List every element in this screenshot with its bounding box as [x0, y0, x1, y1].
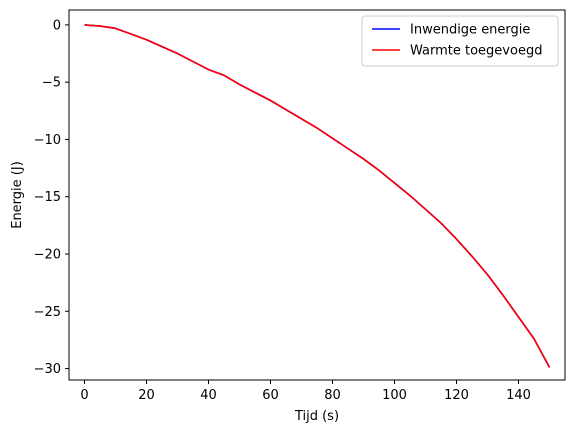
x-tick-label: 80 — [324, 388, 341, 403]
x-tick-label: 0 — [80, 388, 88, 403]
y-tick-label: −5 — [42, 76, 61, 91]
y-tick-label: 0 — [53, 18, 61, 33]
legend-box — [361, 15, 559, 67]
y-axis-label: Energie (J) — [10, 161, 25, 229]
legend: Inwendige energie Warmte toegevoegd — [361, 15, 559, 67]
series-layer — [84, 24, 551, 368]
x-tick-label: 40 — [200, 388, 217, 403]
x-tick-label: 20 — [138, 388, 155, 403]
series-line-inwendige-energie — [84, 24, 551, 368]
y-tick-label: −15 — [34, 190, 61, 205]
series-line-warmte-toegevoegd — [84, 24, 551, 368]
y-tick-label: −25 — [34, 305, 61, 320]
legend-label-inwendige-energie: Inwendige energie — [410, 23, 530, 38]
y-tick-label: −20 — [34, 247, 61, 262]
y-tick-label: −10 — [34, 133, 61, 148]
y-axis-ticks: 0 −5 −10 −15 −20 −25 −30 — [34, 18, 69, 377]
x-tick-label: 140 — [506, 388, 531, 403]
x-tick-label: 60 — [262, 388, 279, 403]
x-axis-label: Tijd (s) — [294, 409, 339, 424]
x-tick-label: 120 — [444, 388, 469, 403]
x-tick-label: 100 — [382, 388, 407, 403]
legend-label-warmte-toegevoegd: Warmte toegevoegd — [410, 44, 542, 59]
plot-area-frame — [68, 9, 566, 381]
y-tick-label: −30 — [34, 362, 61, 377]
x-axis-ticks: 0 20 40 60 80 100 120 140 — [80, 380, 531, 403]
